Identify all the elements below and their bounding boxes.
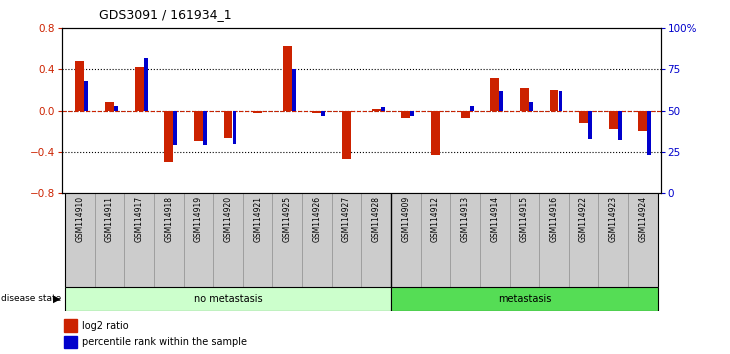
Text: GSM114916: GSM114916 <box>550 196 558 242</box>
Text: GSM114925: GSM114925 <box>283 196 292 242</box>
Text: GSM114921: GSM114921 <box>253 196 262 242</box>
Bar <box>283 46 292 111</box>
Bar <box>599 193 628 287</box>
Bar <box>639 111 648 131</box>
Bar <box>558 91 562 111</box>
Bar <box>321 111 326 115</box>
Bar <box>243 193 272 287</box>
Text: GSM114918: GSM114918 <box>164 196 173 242</box>
Text: GDS3091 / 161934_1: GDS3091 / 161934_1 <box>99 8 231 21</box>
Bar <box>164 111 173 162</box>
Bar <box>628 193 658 287</box>
Text: GSM114919: GSM114919 <box>194 196 203 242</box>
Bar <box>253 111 262 113</box>
Bar <box>480 193 510 287</box>
Bar <box>539 193 569 287</box>
Bar <box>134 67 144 111</box>
Text: GSM114923: GSM114923 <box>609 196 618 242</box>
Text: ▶: ▶ <box>53 294 61 304</box>
Bar <box>105 102 114 111</box>
Bar <box>183 193 213 287</box>
Bar <box>588 111 592 139</box>
Text: GSM114910: GSM114910 <box>75 196 85 242</box>
Text: disease state: disease state <box>1 294 62 303</box>
Bar <box>154 193 183 287</box>
Bar <box>95 193 124 287</box>
Text: GSM114913: GSM114913 <box>461 196 469 242</box>
Bar <box>420 193 450 287</box>
Bar <box>491 78 499 111</box>
Bar <box>194 111 203 142</box>
Bar <box>65 193 95 287</box>
Bar <box>64 319 77 332</box>
Bar <box>292 69 296 111</box>
Text: GSM114912: GSM114912 <box>431 196 440 242</box>
Bar <box>64 336 77 348</box>
Bar <box>223 111 232 138</box>
Bar <box>648 111 651 155</box>
Bar <box>173 111 177 145</box>
Bar <box>450 193 480 287</box>
Bar <box>391 287 658 311</box>
Bar <box>312 111 321 113</box>
Bar <box>461 111 469 118</box>
Bar <box>124 193 154 287</box>
Bar <box>272 193 302 287</box>
Bar <box>331 193 361 287</box>
Text: GSM114922: GSM114922 <box>579 196 588 242</box>
Text: no metastasis: no metastasis <box>193 294 262 304</box>
Text: GSM114928: GSM114928 <box>372 196 380 242</box>
Bar <box>569 193 599 287</box>
Bar <box>499 91 503 111</box>
Bar <box>85 81 88 111</box>
Text: GSM114924: GSM114924 <box>638 196 648 242</box>
Bar <box>410 111 414 115</box>
Bar <box>233 111 237 144</box>
Bar <box>361 193 391 287</box>
Bar <box>144 58 147 111</box>
Bar <box>469 106 474 111</box>
Text: GSM114917: GSM114917 <box>134 196 144 242</box>
Bar <box>114 106 118 111</box>
Bar <box>609 111 618 129</box>
Text: metastasis: metastasis <box>498 294 551 304</box>
Bar <box>431 111 440 155</box>
Bar <box>391 193 420 287</box>
Bar <box>579 111 588 123</box>
Bar <box>342 111 351 159</box>
Text: GSM114909: GSM114909 <box>402 196 410 242</box>
Text: log2 ratio: log2 ratio <box>82 320 128 331</box>
Bar <box>302 193 331 287</box>
Bar <box>75 61 84 111</box>
Bar <box>550 90 558 111</box>
Bar <box>520 88 529 111</box>
Text: GSM114911: GSM114911 <box>105 196 114 242</box>
Bar <box>529 102 533 111</box>
Text: GSM114915: GSM114915 <box>520 196 529 242</box>
Bar <box>402 111 410 118</box>
Text: GSM114914: GSM114914 <box>491 196 499 242</box>
Bar <box>618 111 622 140</box>
Bar <box>510 193 539 287</box>
Text: GSM114927: GSM114927 <box>342 196 351 242</box>
Bar <box>372 109 380 111</box>
Bar <box>381 107 385 111</box>
Bar <box>65 287 391 311</box>
Text: GSM114920: GSM114920 <box>223 196 232 242</box>
Text: GSM114926: GSM114926 <box>312 196 321 242</box>
Bar <box>203 111 207 145</box>
Bar <box>213 193 243 287</box>
Text: percentile rank within the sample: percentile rank within the sample <box>82 337 247 347</box>
